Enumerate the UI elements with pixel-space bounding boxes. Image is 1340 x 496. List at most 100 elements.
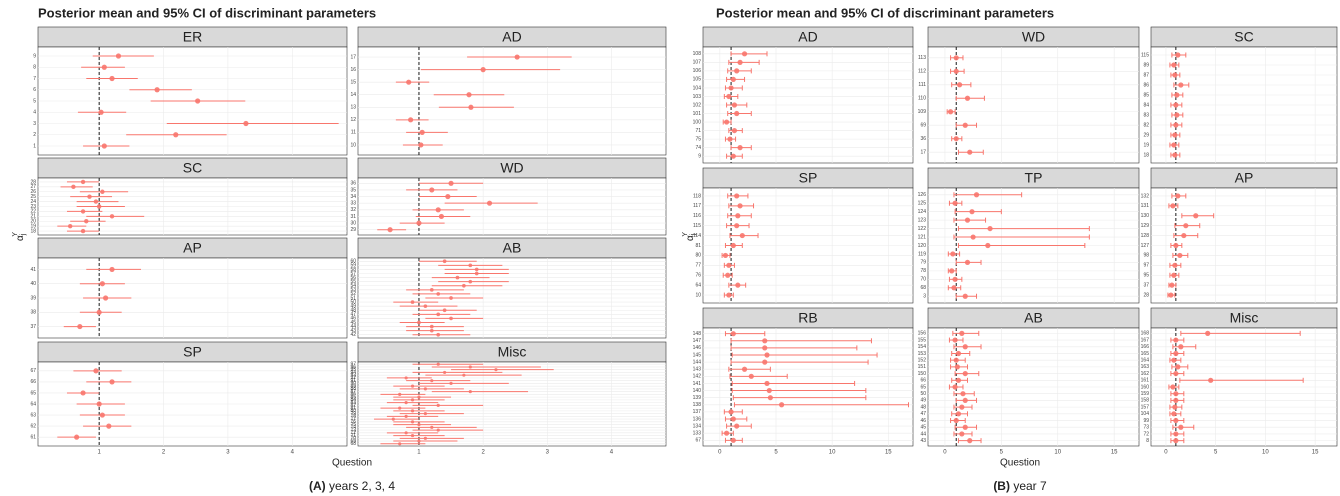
point (1173, 102, 1179, 108)
y-tick-label: 158 (1141, 398, 1150, 404)
y-tick-label: 79 (350, 411, 356, 417)
point (80, 209, 86, 214)
point (417, 439, 421, 443)
y-tick-label: 72 (1143, 431, 1149, 437)
point (391, 417, 395, 421)
y-tick-label: 132 (1141, 193, 1150, 199)
point (442, 259, 447, 264)
x-tick-label: 0 (718, 450, 722, 456)
point (443, 370, 447, 375)
strip-label: SP (799, 170, 818, 186)
point (1172, 152, 1178, 158)
y-tick-label: 13 (350, 105, 356, 111)
point (1175, 193, 1181, 199)
y-tick-label: 125 (918, 201, 927, 207)
y-tick-label: 124 (918, 209, 927, 215)
point (970, 234, 976, 240)
y-tick-label: 83 (350, 400, 356, 406)
y-tick-label: 47 (920, 411, 926, 417)
point (410, 409, 415, 413)
point (436, 292, 441, 296)
point (1171, 272, 1177, 278)
point (423, 387, 427, 391)
point (952, 276, 958, 282)
y-tick-label: 152 (918, 358, 927, 364)
y-tick-label: 85 (1143, 92, 1149, 98)
point (474, 271, 479, 276)
x-tick-label: 1 (417, 450, 421, 456)
x-tick-label: 10 (829, 450, 836, 456)
y-tick-label: 45 (350, 320, 356, 326)
y-tick-label: 3 (923, 294, 926, 300)
point (74, 434, 80, 440)
point (1173, 370, 1179, 377)
point (734, 423, 740, 429)
y-label-sup: Y (682, 232, 689, 237)
point (408, 117, 414, 123)
point (726, 93, 732, 100)
point (442, 308, 447, 313)
y-label-sub: j (690, 233, 697, 236)
x-tick-label: 4 (610, 450, 614, 456)
y-tick-label: 47 (350, 312, 356, 318)
point (955, 411, 962, 417)
panel (357, 46, 667, 156)
x-tick-label: 2 (481, 450, 485, 456)
y-tick-label: 95 (350, 367, 356, 373)
point (955, 350, 962, 357)
point (423, 412, 427, 416)
y-tick-label: 160 (1141, 384, 1150, 390)
point (106, 423, 112, 429)
point (486, 200, 493, 206)
y-tick-label: 58 (350, 267, 356, 273)
point (962, 344, 968, 350)
y-tick-label: 26 (30, 189, 36, 195)
y-tick-label: 89 (350, 383, 356, 389)
y-tick-label: 18 (1143, 152, 1149, 158)
point (101, 143, 107, 149)
y-tick-label: 40 (30, 281, 36, 287)
point (404, 376, 408, 380)
x-axis-label: Question (1000, 458, 1040, 469)
strip-label: RB (798, 310, 817, 326)
y-tick-label: 67 (695, 438, 701, 444)
y-tick-label: 159 (1141, 391, 1150, 397)
y-tick-label: 56 (350, 275, 356, 281)
y-tick-label: 86 (1143, 82, 1149, 88)
point (779, 402, 785, 408)
y-tick-label: 64 (30, 401, 36, 407)
y-tick-label: 100 (693, 119, 702, 125)
y-tick-label: 77 (695, 263, 701, 269)
strip-label: WD (500, 160, 523, 176)
y-tick-label: 121 (918, 234, 927, 240)
strip-label: Misc (498, 344, 527, 360)
y-tick-label: 140 (693, 388, 702, 394)
y-tick-label: 29 (350, 227, 356, 233)
y-tick-label: 19 (1143, 142, 1149, 148)
y-tick-label: 70 (350, 436, 356, 442)
y-tick-label: 134 (693, 423, 702, 429)
y-tick-label: 75 (350, 422, 356, 428)
point (438, 213, 445, 220)
y-tick-label: 81 (695, 243, 701, 249)
point (1175, 364, 1181, 370)
point (1178, 424, 1184, 430)
point (410, 384, 415, 388)
y-tick-label: 83 (1143, 112, 1149, 118)
y-label-main: α (15, 235, 26, 241)
y-tick-label: 141 (693, 381, 702, 387)
y-tick-label: 110 (918, 96, 926, 102)
point (449, 381, 453, 386)
y-tick-label: 161 (1141, 378, 1150, 384)
point (959, 330, 965, 336)
y-tick-label: 82 (1143, 122, 1149, 128)
y-tick-label: 18 (30, 228, 36, 234)
y-tick-label: 118 (693, 193, 701, 199)
y-tick-label: 57 (350, 271, 356, 277)
y-tick-label: 162 (1141, 371, 1150, 377)
y-tick-label: 59 (350, 263, 356, 269)
point (726, 292, 732, 298)
point (430, 379, 434, 383)
y-tick-label: 144 (693, 359, 702, 365)
x-tick-label: 2 (162, 450, 166, 456)
